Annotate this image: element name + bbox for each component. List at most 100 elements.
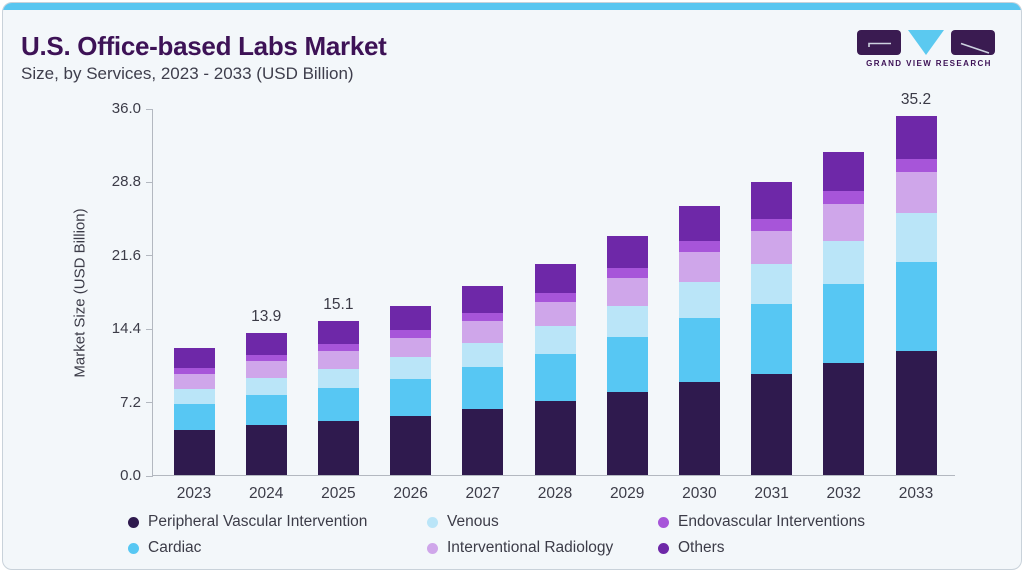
- logo-v-triangle: [908, 30, 944, 55]
- y-tick-mark: [146, 328, 153, 330]
- bar-group-2027: [462, 286, 504, 475]
- bar-segment: [751, 303, 793, 374]
- bar-segment: [823, 284, 865, 364]
- legend-item: Others: [658, 538, 725, 558]
- bar-segment: [462, 409, 504, 475]
- bar-segment: [823, 240, 865, 285]
- bar-segment: [678, 251, 720, 283]
- bar-segment: [173, 348, 215, 369]
- x-tick-label: 2024: [248, 485, 284, 502]
- bar-segment: [823, 191, 865, 204]
- legend-dot: [427, 542, 438, 554]
- y-tick-label: 0.0: [120, 467, 141, 484]
- bar-group-2028: [534, 263, 576, 475]
- legend-item: Endovascular Interventions: [658, 512, 865, 532]
- x-tick-label: 2026: [393, 485, 428, 502]
- accent-bar: [3, 3, 1021, 10]
- bar-segment: [895, 213, 937, 263]
- bar-segment: [173, 368, 215, 375]
- bar-segment: [317, 320, 359, 344]
- legend-item: Cardiac: [128, 538, 201, 558]
- bar-segment: [317, 350, 359, 369]
- bar-segment: [534, 326, 576, 354]
- bar-segment: [895, 351, 937, 475]
- y-tick-mark: [146, 402, 153, 404]
- bar-segment: [317, 420, 359, 475]
- bar-group-2032: [823, 151, 865, 475]
- logo-g-block: [857, 30, 901, 55]
- bar-segment: [606, 268, 648, 279]
- bar-segment: [317, 387, 359, 421]
- x-tick-label: 2027: [465, 485, 501, 502]
- bar-segment: [173, 430, 215, 475]
- bar-segment: [895, 158, 937, 173]
- y-tick-mark: [146, 255, 153, 257]
- bar-segment: [823, 363, 865, 475]
- bar-group-2031: [751, 182, 793, 475]
- bar-segment: [317, 343, 359, 351]
- legend-label: Peripheral Vascular Intervention: [148, 513, 368, 530]
- legend-dot: [128, 516, 139, 528]
- y-tick-mark: [146, 475, 153, 477]
- bar-segment: [895, 262, 937, 352]
- y-tick-mark: [146, 181, 153, 183]
- page-subtitle: Size, by Services, 2023 - 2033 (USD Bill…: [21, 64, 354, 83]
- x-tick-label: 2025: [321, 485, 356, 502]
- bar-segment: [390, 337, 432, 358]
- y-tick-label: 14.4: [111, 320, 141, 338]
- bar-segment: [245, 361, 287, 378]
- x-tick-label: 2023: [176, 485, 212, 502]
- bar-segment: [390, 330, 432, 338]
- bar-group-2023: [173, 348, 215, 475]
- y-tick-mark: [146, 109, 153, 110]
- bar-segment: [678, 381, 720, 475]
- bar-segment: [751, 264, 793, 304]
- bar-segment: [390, 378, 432, 416]
- bar-value-label: 15.1: [323, 295, 354, 313]
- y-tick-label: 28.8: [111, 173, 141, 191]
- legend-label: Endovascular Interventions: [678, 513, 865, 530]
- bar-segment: [534, 292, 576, 303]
- y-tick-label: 21.6: [111, 246, 141, 264]
- x-tick-label: 2033: [898, 485, 934, 502]
- bar-segment: [462, 342, 504, 368]
- legend-dot: [658, 542, 669, 554]
- bar-group-2030: [678, 205, 720, 475]
- bar-segment: [245, 377, 287, 396]
- bar-segment: [606, 391, 648, 475]
- bar-segment: [534, 302, 576, 327]
- legend-dot: [128, 542, 139, 554]
- bar-segment: [823, 203, 865, 241]
- bar-segment: [462, 367, 504, 410]
- bar-segment: [462, 321, 504, 343]
- legend-item: Interventional Radiology: [427, 538, 613, 558]
- bar-segment: [534, 263, 576, 293]
- bar-segment: [678, 240, 720, 252]
- bar-value-label: 35.2: [900, 91, 932, 109]
- bar-segment: [245, 354, 287, 362]
- bar-segment: [390, 357, 432, 379]
- legend-dot: [658, 516, 669, 528]
- bar-segment: [606, 278, 648, 306]
- bar-segment: [462, 312, 504, 322]
- y-tick-label: 36.0: [111, 100, 141, 117]
- bar-group-2025: [317, 320, 359, 475]
- x-tick-label: 2032: [826, 485, 862, 502]
- gvr-logo: GRAND VIEW RESEARCH: [855, 30, 1003, 72]
- bar-segment: [751, 219, 793, 231]
- bar-group-2026: [390, 305, 432, 475]
- legend-label: Interventional Radiology: [447, 539, 614, 556]
- plot-area: 0.0 7.2 14.4 21.6 28.8 36.0 2023 2024 13.9 2025 15…: [112, 91, 955, 502]
- legend-item: Venous: [427, 512, 499, 532]
- bar-segment: [895, 116, 937, 159]
- bar-segment: [606, 336, 648, 392]
- bar-segment: [317, 368, 359, 388]
- x-tick-label: 2030: [682, 485, 717, 502]
- bar-segment: [173, 404, 215, 431]
- legend-dot: [427, 516, 438, 528]
- logo-r-block: [951, 30, 995, 55]
- bar-segment: [534, 353, 576, 402]
- y-tick-label: 7.2: [120, 393, 141, 411]
- bar-segment: [606, 305, 648, 337]
- bar-segment: [462, 286, 504, 313]
